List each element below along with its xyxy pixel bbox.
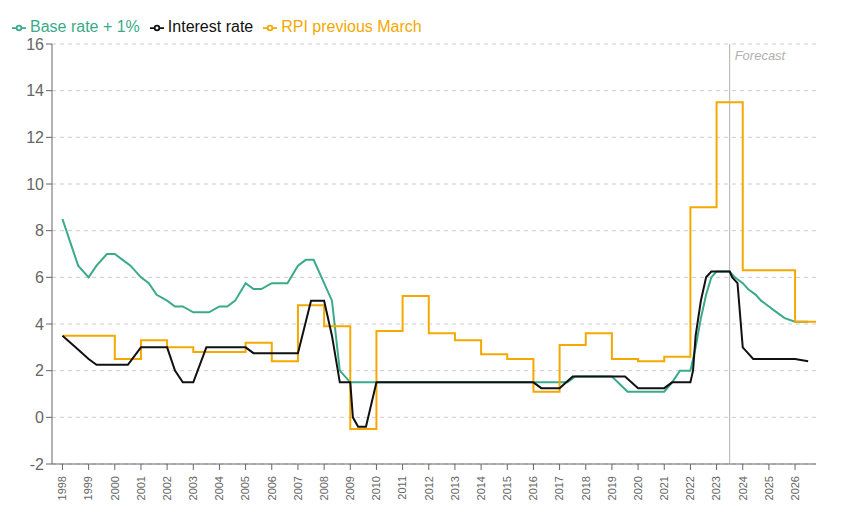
html-text:RPI previous March: RPI previous March bbox=[281, 18, 422, 35]
svg-text:2019: 2019 bbox=[606, 476, 618, 500]
svg-text:2021: 2021 bbox=[658, 476, 670, 500]
svg-text:2004: 2004 bbox=[213, 476, 225, 500]
svg-text:1999: 1999 bbox=[82, 476, 94, 500]
svg-text:2018: 2018 bbox=[580, 476, 592, 500]
svg-text:14: 14 bbox=[26, 82, 44, 99]
svg-text:0: 0 bbox=[35, 409, 44, 426]
svg-text:2017: 2017 bbox=[553, 476, 565, 500]
svg-text:2002: 2002 bbox=[161, 476, 173, 500]
svg-text:16: 16 bbox=[26, 36, 44, 53]
svg-text:10: 10 bbox=[26, 176, 44, 193]
svg-text:2005: 2005 bbox=[239, 476, 251, 500]
svg-text:2009: 2009 bbox=[344, 476, 356, 500]
svg-text:2016: 2016 bbox=[527, 476, 539, 500]
html-text:Interest rate: Interest rate bbox=[167, 18, 254, 35]
svg-text:2013: 2013 bbox=[449, 476, 461, 500]
svg-text:2000: 2000 bbox=[109, 476, 121, 500]
svg-text:2026: 2026 bbox=[789, 476, 801, 500]
svg-text:2: 2 bbox=[35, 362, 44, 379]
svg-text:2025: 2025 bbox=[763, 476, 775, 500]
svg-text:2022: 2022 bbox=[684, 476, 696, 500]
svg-text:2012: 2012 bbox=[423, 476, 435, 500]
svg-text:2024: 2024 bbox=[737, 476, 749, 500]
svg-text:2020: 2020 bbox=[632, 476, 644, 500]
svg-text:2003: 2003 bbox=[187, 476, 199, 500]
svg-text:2011: 2011 bbox=[396, 476, 408, 500]
html-text:Base rate + 1%: Base rate + 1% bbox=[30, 18, 140, 35]
svg-text:1998: 1998 bbox=[56, 476, 68, 500]
svg-text:2001: 2001 bbox=[135, 476, 147, 500]
svg-text:2006: 2006 bbox=[266, 476, 278, 500]
svg-text:2023: 2023 bbox=[710, 476, 722, 500]
svg-text:2015: 2015 bbox=[501, 476, 513, 500]
svg-text:8: 8 bbox=[35, 222, 44, 239]
svg-text:2014: 2014 bbox=[475, 476, 487, 500]
svg-text:12: 12 bbox=[26, 129, 44, 146]
svg-text:2010: 2010 bbox=[370, 476, 382, 500]
svg-text:2007: 2007 bbox=[292, 476, 304, 500]
svg-text:2008: 2008 bbox=[318, 476, 330, 500]
svg-text:Forecast: Forecast bbox=[735, 48, 787, 63]
svg-text:4: 4 bbox=[35, 316, 44, 333]
svg-text:-2: -2 bbox=[30, 456, 44, 473]
svg-text:6: 6 bbox=[35, 269, 44, 286]
